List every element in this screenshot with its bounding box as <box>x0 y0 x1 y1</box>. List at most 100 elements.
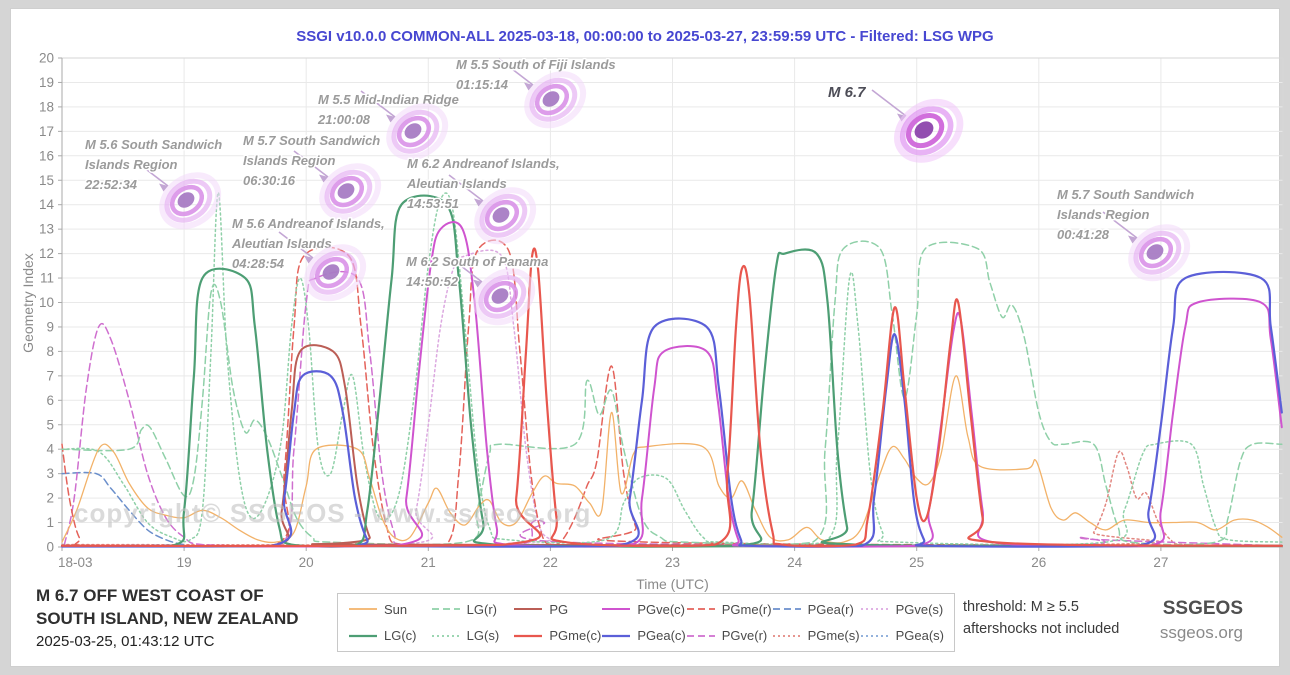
legend-label: PGea(c) <box>637 628 686 644</box>
earthquake-spiral-icon <box>159 172 222 230</box>
x-tick-label: 23 <box>665 555 680 570</box>
annotation-label: M 5.6 South Sandwich <box>85 137 222 152</box>
series-LG(r) <box>61 240 1283 546</box>
annotation-label: Islands Region <box>85 157 178 172</box>
y-axis-label: Geometry Index <box>20 253 36 353</box>
legend-line-sample <box>431 634 460 637</box>
legend-line-sample <box>514 608 543 611</box>
legend-label: PGea(r) <box>807 601 854 617</box>
legend-item-PGve(s)[interactable]: PGve(s) <box>860 602 944 617</box>
earthquake-annotation: M 6.2 Andreanof Islands, Aleutian Islands… <box>405 155 562 213</box>
y-tick-label: 15 <box>39 173 54 188</box>
legend-item-LG(r)[interactable]: LG(r) <box>431 602 514 617</box>
x-axis-label: Time (UTC) <box>636 576 709 592</box>
x-tick-label: 22 <box>543 555 558 570</box>
legend-line-sample <box>602 608 631 611</box>
legend-label: Sun <box>384 601 408 617</box>
annotation-label: M 6.2 Andreanof Islands, <box>407 156 560 171</box>
series-PGve(s) <box>61 249 1283 547</box>
legend-item-LG(s)[interactable]: LG(s) <box>431 628 514 643</box>
y-tick-label: 5 <box>46 417 54 432</box>
y-tick-label: 17 <box>39 124 54 139</box>
y-tick-label: 20 <box>39 51 54 66</box>
y-tick-label: 1 <box>46 515 54 530</box>
annotation-label: Islands Region <box>243 153 336 168</box>
event-headline: M 6.7 OFF WEST COAST OF SOUTH ISLAND, NE… <box>36 584 299 630</box>
legend-label: PGme(c) <box>549 628 602 644</box>
earthquake-annotation: M 6.2 South of Panama 14:50:52 <box>405 253 550 291</box>
x-tick-label: 18-03 <box>58 555 93 570</box>
legend-item-PGme(r)[interactable]: PGme(r) <box>686 602 772 617</box>
legend-line-sample <box>349 634 377 637</box>
event-headline-line1: M 6.7 OFF WEST COAST OF <box>36 586 264 605</box>
earthquake-annotation: M 5.7 South Sandwich Islands Region 00:41:… <box>1056 186 1196 244</box>
legend-item-Sun[interactable]: Sun <box>348 602 431 617</box>
y-tick-label: 19 <box>39 75 54 90</box>
y-tick-label: 2 <box>46 491 54 506</box>
x-tick-label: 26 <box>1031 555 1046 570</box>
annotation-label: M 6.7 <box>828 84 866 101</box>
x-tick-label: 24 <box>787 555 803 570</box>
y-tick-label: 3 <box>46 466 54 481</box>
legend-label: PGme(s) <box>807 628 860 644</box>
y-tick-label: 4 <box>46 442 54 457</box>
legend-line-sample <box>860 634 889 637</box>
legend-item-LG(c)[interactable]: LG(c) <box>348 628 431 643</box>
y-tick-label: 11 <box>40 271 54 286</box>
annotation-label: 06:30:16 <box>243 173 296 188</box>
series-PGea(c) <box>60 270 1283 548</box>
x-tick-label: 25 <box>909 555 924 570</box>
series-PGme(s) <box>61 450 1283 547</box>
legend-item-PGve(c)[interactable]: PGve(c) <box>601 602 685 617</box>
annotation-label: 14:50:52 <box>406 274 459 289</box>
legend-label: PGve(r) <box>721 628 768 644</box>
event-headline-line2: SOUTH ISLAND, NEW ZEALAND <box>36 609 299 628</box>
legend-item-PGme(s)[interactable]: PGme(s) <box>772 628 860 643</box>
legend-item-PG[interactable]: PG <box>513 602 601 617</box>
legend-item-PGea(r)[interactable]: PGea(r) <box>772 602 860 617</box>
watermark: copyright© SSGEOS - www.ssgeos.org <box>74 498 592 528</box>
legend-label: PGve(s) <box>895 601 944 617</box>
legend-line-sample <box>772 634 801 637</box>
annotation-label: M 5.7 South Sandwich <box>243 133 380 148</box>
earthquake-spiral-icon <box>524 71 587 129</box>
legend-label: LG(c) <box>384 628 417 644</box>
legend-item-PGea(c)[interactable]: PGea(c) <box>601 628 686 644</box>
y-tick-label: 9 <box>46 319 54 334</box>
legend-line-sample <box>860 608 889 611</box>
annotation-label: M 6.2 South of Panama <box>406 254 548 269</box>
threshold-line2: aftershocks not included <box>963 621 1120 637</box>
y-tick-label: 16 <box>39 148 54 163</box>
earthquake-spiral-icon <box>304 244 367 302</box>
annotation-label: Aleutian Islands <box>231 236 332 251</box>
y-tick-label: 18 <box>39 99 54 114</box>
annotation-label: 00:41:28 <box>1057 227 1110 242</box>
brand-url[interactable]: ssgeos.org <box>1159 623 1243 642</box>
legend-item-PGea(s)[interactable]: PGea(s) <box>860 628 944 643</box>
legend-line-sample <box>349 608 377 611</box>
earthquake-annotation: M 5.5 South of Fiji Islands 01:15:14 <box>455 56 618 94</box>
earthquake-annotation: M 6.7 <box>827 83 907 122</box>
annotation-label: M 5.5 South of Fiji Islands <box>456 57 616 72</box>
series-PGme(c) <box>60 247 1283 548</box>
y-tick-label: 8 <box>46 344 54 359</box>
series-LG(c) <box>60 194 1283 548</box>
brand-name: SSGEOS <box>1162 598 1243 619</box>
earthquake-spiral-icon <box>473 268 536 326</box>
legend-line-sample <box>602 634 631 637</box>
legend-item-PGve(r)[interactable]: PGve(r) <box>686 628 772 643</box>
legend-item-PGme(c)[interactable]: PGme(c) <box>513 628 601 643</box>
chart-card <box>10 8 1280 667</box>
y-tick-label: 14 <box>39 197 55 212</box>
annotation-label: 14:53:51 <box>407 196 459 211</box>
legend-label: PGme(r) <box>721 601 772 617</box>
annotation-label: Aleutian Islands <box>406 176 507 191</box>
event-datetime: 2025-03-25, 01:43:12 UTC <box>36 633 215 650</box>
y-tick-label: 7 <box>46 368 54 383</box>
threshold-line1: threshold: M ≥ 5.5 <box>963 599 1079 615</box>
earthquake-spiral-icon <box>386 103 449 161</box>
legend-line-sample <box>772 608 801 611</box>
y-tick-label: 6 <box>46 393 54 408</box>
earthquake-spiral-icon <box>474 187 537 245</box>
